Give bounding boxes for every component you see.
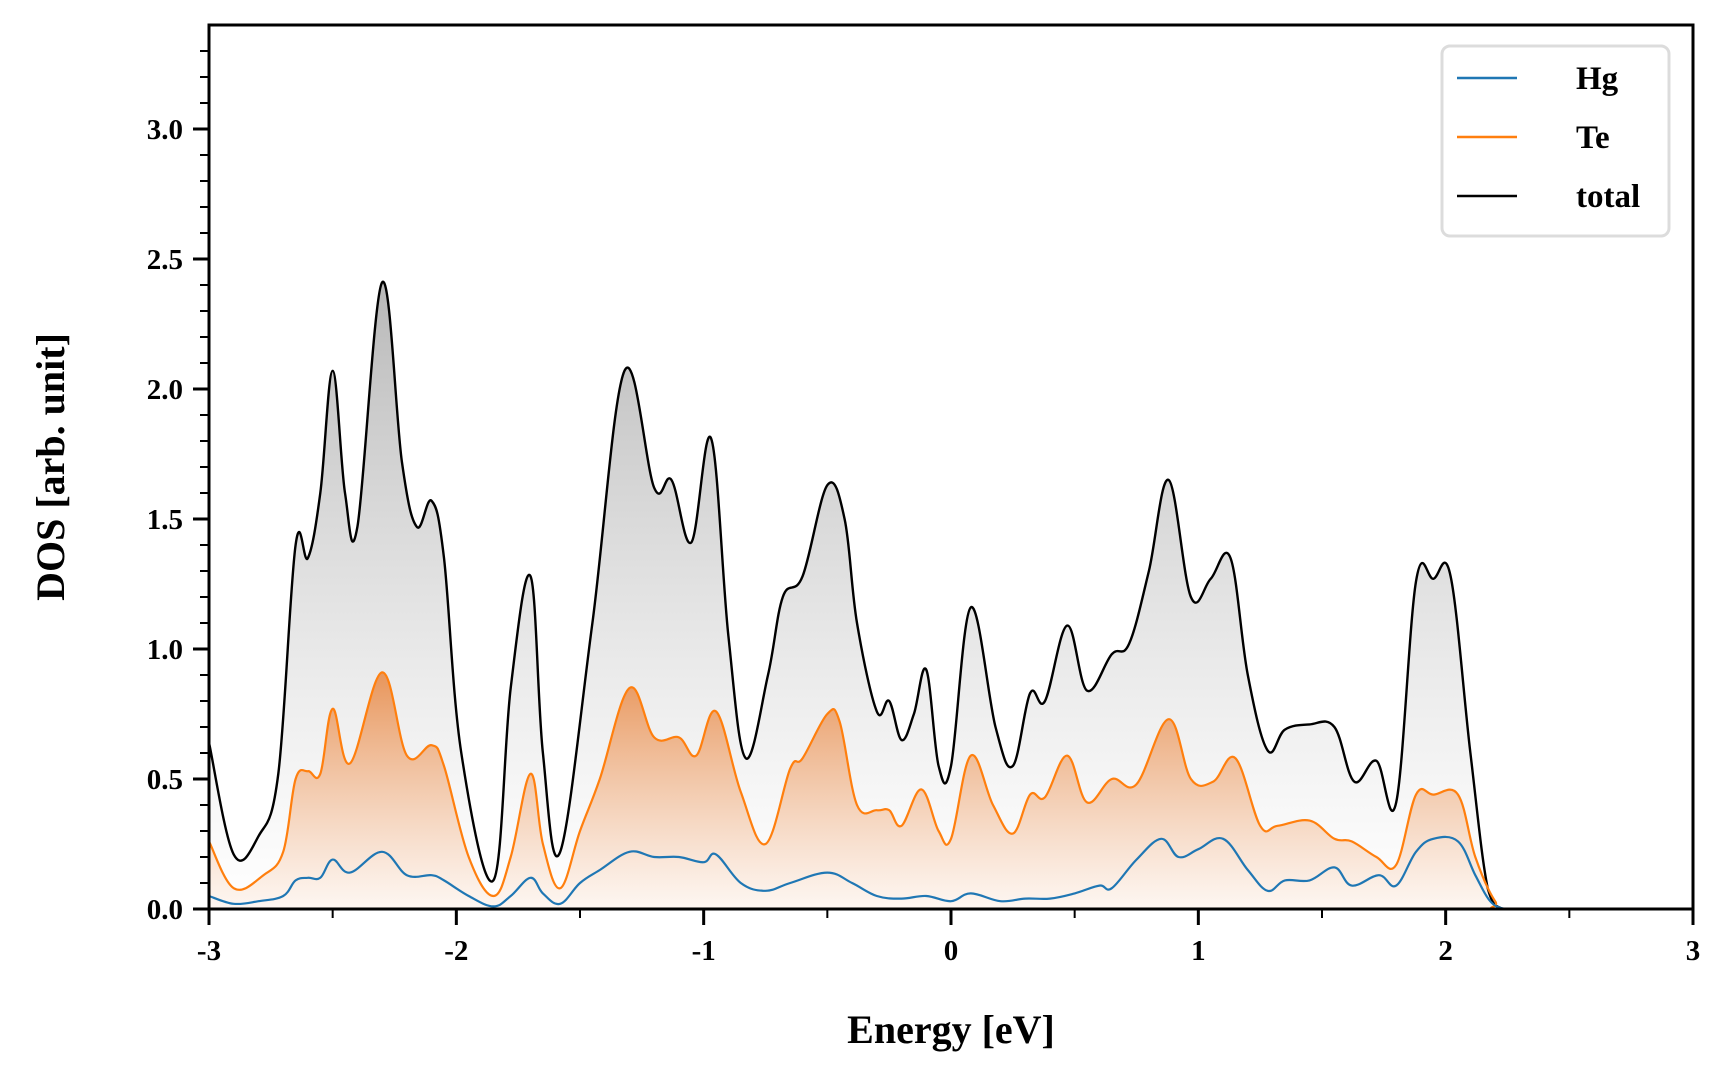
x-tick-label: 0 [944, 935, 959, 967]
legend-label-hg: Hg [1576, 61, 1619, 97]
x-tick-label: 2 [1438, 935, 1453, 967]
y-tick-label: 2.5 [147, 244, 183, 276]
legend-label-total: total [1576, 179, 1640, 215]
series-line-hg [208, 835, 1693, 911]
legend-frame [1440, 44, 1671, 238]
area-fill-te [209, 672, 1693, 909]
x-tick-label: -2 [444, 935, 468, 967]
series-line-total [207, 280, 1693, 911]
y-tick-label: 3.0 [147, 114, 183, 146]
x-tick-label: 1 [1191, 935, 1206, 967]
y-axis-title: DOS [arb. unit] [28, 333, 73, 601]
x-tick-label: -3 [197, 935, 221, 967]
y-tick-label: 1.5 [147, 504, 183, 536]
legend: Hg Te total [1440, 44, 1671, 238]
x-axis-title: Energy [eV] [847, 1007, 1055, 1052]
legend-label-te: Te [1576, 120, 1610, 156]
series-lines [207, 280, 1693, 911]
ticks: -3 -2 -1 0 1 2 3 0.0 0.5 1.0 1.5 2.0 2.5 3.0 [147, 50, 1701, 967]
x-tick-label: 3 [1686, 935, 1701, 967]
y-tick-label: 0.0 [147, 894, 183, 926]
y-tick-label: 2.0 [147, 374, 183, 406]
y-tick-label: 1.0 [147, 634, 183, 666]
series-line-te [208, 671, 1693, 911]
y-tick-label: 0.5 [147, 764, 183, 796]
area-fills [209, 281, 1693, 909]
x-tick-label: -1 [692, 935, 716, 967]
area-fill-total [209, 281, 1693, 909]
